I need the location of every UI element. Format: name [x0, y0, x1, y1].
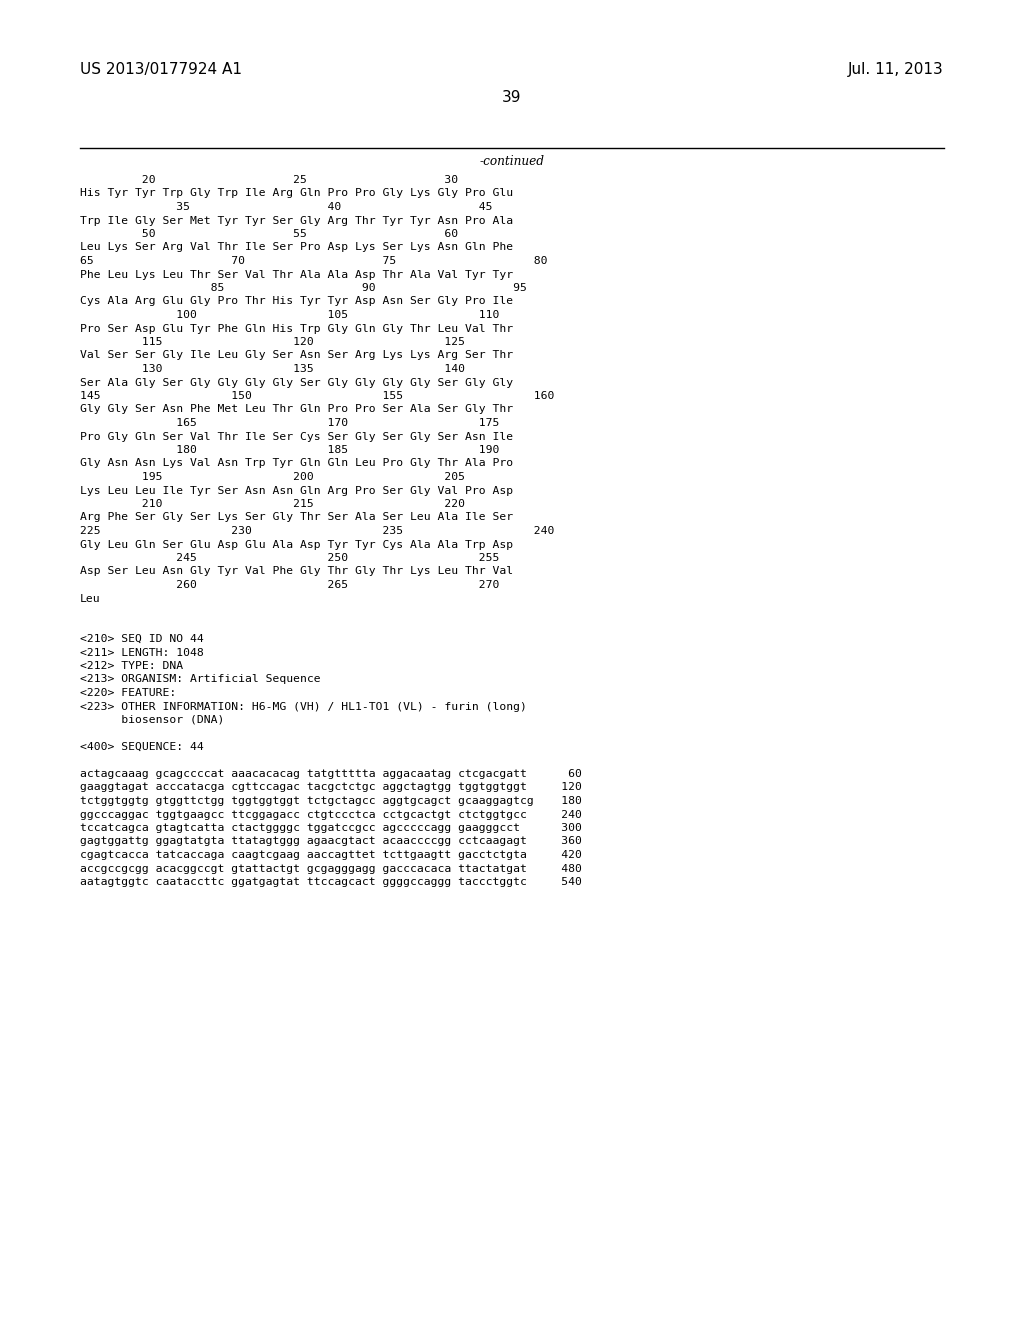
Text: 65                    70                    75                    80: 65 70 75 80: [80, 256, 548, 267]
Text: 130                   135                   140: 130 135 140: [80, 364, 465, 374]
Text: <212> TYPE: DNA: <212> TYPE: DNA: [80, 661, 183, 671]
Text: US 2013/0177924 A1: US 2013/0177924 A1: [80, 62, 242, 77]
Text: Gly Leu Gln Ser Glu Asp Glu Ala Asp Tyr Tyr Cys Ala Ala Trp Asp: Gly Leu Gln Ser Glu Asp Glu Ala Asp Tyr …: [80, 540, 513, 549]
Text: Asp Ser Leu Asn Gly Tyr Val Phe Gly Thr Gly Thr Lys Leu Thr Val: Asp Ser Leu Asn Gly Tyr Val Phe Gly Thr …: [80, 566, 513, 577]
Text: <400> SEQUENCE: 44: <400> SEQUENCE: 44: [80, 742, 204, 752]
Text: accgccgcgg acacggccgt gtattactgt gcgagggagg gacccacaca ttactatgat     480: accgccgcgg acacggccgt gtattactgt gcgaggg…: [80, 863, 582, 874]
Text: Gly Asn Asn Lys Val Asn Trp Tyr Gln Gln Leu Pro Gly Thr Ala Pro: Gly Asn Asn Lys Val Asn Trp Tyr Gln Gln …: [80, 458, 513, 469]
Text: 145                   150                   155                   160: 145 150 155 160: [80, 391, 554, 401]
Text: 35                    40                    45: 35 40 45: [80, 202, 493, 213]
Text: Arg Phe Ser Gly Ser Lys Ser Gly Thr Ser Ala Ser Leu Ala Ile Ser: Arg Phe Ser Gly Ser Lys Ser Gly Thr Ser …: [80, 512, 513, 523]
Text: ggcccaggac tggtgaagcc ttcggagacc ctgtccctca cctgcactgt ctctggtgcc     240: ggcccaggac tggtgaagcc ttcggagacc ctgtccc…: [80, 809, 582, 820]
Text: Leu Lys Ser Arg Val Thr Ile Ser Pro Asp Lys Ser Lys Asn Gln Phe: Leu Lys Ser Arg Val Thr Ile Ser Pro Asp …: [80, 243, 513, 252]
Text: Val Ser Ser Gly Ile Leu Gly Ser Asn Ser Arg Lys Lys Arg Ser Thr: Val Ser Ser Gly Ile Leu Gly Ser Asn Ser …: [80, 351, 513, 360]
Text: biosensor (DNA): biosensor (DNA): [80, 715, 224, 725]
Text: 225                   230                   235                   240: 225 230 235 240: [80, 525, 554, 536]
Text: His Tyr Tyr Trp Gly Trp Ile Arg Gln Pro Pro Gly Lys Gly Pro Glu: His Tyr Tyr Trp Gly Trp Ile Arg Gln Pro …: [80, 189, 513, 198]
Text: aatagtggtc caataccttc ggatgagtat ttccagcact ggggccaggg taccctggtc     540: aatagtggtc caataccttc ggatgagtat ttccagc…: [80, 876, 582, 887]
Text: Pro Gly Gln Ser Val Thr Ile Ser Cys Ser Gly Ser Gly Ser Asn Ile: Pro Gly Gln Ser Val Thr Ile Ser Cys Ser …: [80, 432, 513, 441]
Text: 39: 39: [502, 90, 522, 106]
Text: 260                   265                   270: 260 265 270: [80, 579, 500, 590]
Text: tccatcagca gtagtcatta ctactggggc tggatccgcc agcccccagg gaagggcct      300: tccatcagca gtagtcatta ctactggggc tggatcc…: [80, 822, 582, 833]
Text: 180                   185                   190: 180 185 190: [80, 445, 500, 455]
Text: 85                    90                    95: 85 90 95: [80, 282, 527, 293]
Text: <223> OTHER INFORMATION: H6-MG (VH) / HL1-TO1 (VL) - furin (long): <223> OTHER INFORMATION: H6-MG (VH) / HL…: [80, 701, 527, 711]
Text: Lys Leu Leu Ile Tyr Ser Asn Asn Gln Arg Pro Ser Gly Val Pro Asp: Lys Leu Leu Ile Tyr Ser Asn Asn Gln Arg …: [80, 486, 513, 495]
Text: Pro Ser Asp Glu Tyr Phe Gln His Trp Gly Gln Gly Thr Leu Val Thr: Pro Ser Asp Glu Tyr Phe Gln His Trp Gly …: [80, 323, 513, 334]
Text: 115                   120                   125: 115 120 125: [80, 337, 465, 347]
Text: 210                   215                   220: 210 215 220: [80, 499, 465, 510]
Text: gagtggattg ggagtatgta ttatagtggg agaacgtact acaaccccgg cctcaagagt     360: gagtggattg ggagtatgta ttatagtggg agaacgt…: [80, 837, 582, 846]
Text: gaaggtagat acccatacga cgttccagac tacgctctgc aggctagtgg tggtggtggt     120: gaaggtagat acccatacga cgttccagac tacgctc…: [80, 783, 582, 792]
Text: 50                    55                    60: 50 55 60: [80, 228, 458, 239]
Text: cgagtcacca tatcaccaga caagtcgaag aaccagttet tcttgaagtt gacctctgta     420: cgagtcacca tatcaccaga caagtcgaag aaccagt…: [80, 850, 582, 861]
Text: 245                   250                   255: 245 250 255: [80, 553, 500, 564]
Text: Cys Ala Arg Glu Gly Pro Thr His Tyr Tyr Asp Asn Ser Gly Pro Ile: Cys Ala Arg Glu Gly Pro Thr His Tyr Tyr …: [80, 297, 513, 306]
Text: -continued: -continued: [479, 154, 545, 168]
Text: 195                   200                   205: 195 200 205: [80, 473, 465, 482]
Text: Jul. 11, 2013: Jul. 11, 2013: [848, 62, 944, 77]
Text: <220> FEATURE:: <220> FEATURE:: [80, 688, 176, 698]
Text: <210> SEQ ID NO 44: <210> SEQ ID NO 44: [80, 634, 204, 644]
Text: Phe Leu Lys Leu Thr Ser Val Thr Ala Ala Asp Thr Ala Val Tyr Tyr: Phe Leu Lys Leu Thr Ser Val Thr Ala Ala …: [80, 269, 513, 280]
Text: Ser Ala Gly Ser Gly Gly Gly Gly Ser Gly Gly Gly Gly Ser Gly Gly: Ser Ala Gly Ser Gly Gly Gly Gly Ser Gly …: [80, 378, 513, 388]
Text: <213> ORGANISM: Artificial Sequence: <213> ORGANISM: Artificial Sequence: [80, 675, 321, 685]
Text: Trp Ile Gly Ser Met Tyr Tyr Ser Gly Arg Thr Tyr Tyr Asn Pro Ala: Trp Ile Gly Ser Met Tyr Tyr Ser Gly Arg …: [80, 215, 513, 226]
Text: Leu: Leu: [80, 594, 100, 603]
Text: <211> LENGTH: 1048: <211> LENGTH: 1048: [80, 648, 204, 657]
Text: 20                    25                    30: 20 25 30: [80, 176, 458, 185]
Text: tctggtggtg gtggttctgg tggtggtggt tctgctagcc aggtgcagct gcaaggagtcg    180: tctggtggtg gtggttctgg tggtggtggt tctgcta…: [80, 796, 582, 807]
Text: 100                   105                   110: 100 105 110: [80, 310, 500, 319]
Text: 165                   170                   175: 165 170 175: [80, 418, 500, 428]
Text: Gly Gly Ser Asn Phe Met Leu Thr Gln Pro Pro Ser Ala Ser Gly Thr: Gly Gly Ser Asn Phe Met Leu Thr Gln Pro …: [80, 404, 513, 414]
Text: actagcaaag gcagccccat aaacacacag tatgttttta aggacaatag ctcgacgatt      60: actagcaaag gcagccccat aaacacacag tatgttt…: [80, 770, 582, 779]
